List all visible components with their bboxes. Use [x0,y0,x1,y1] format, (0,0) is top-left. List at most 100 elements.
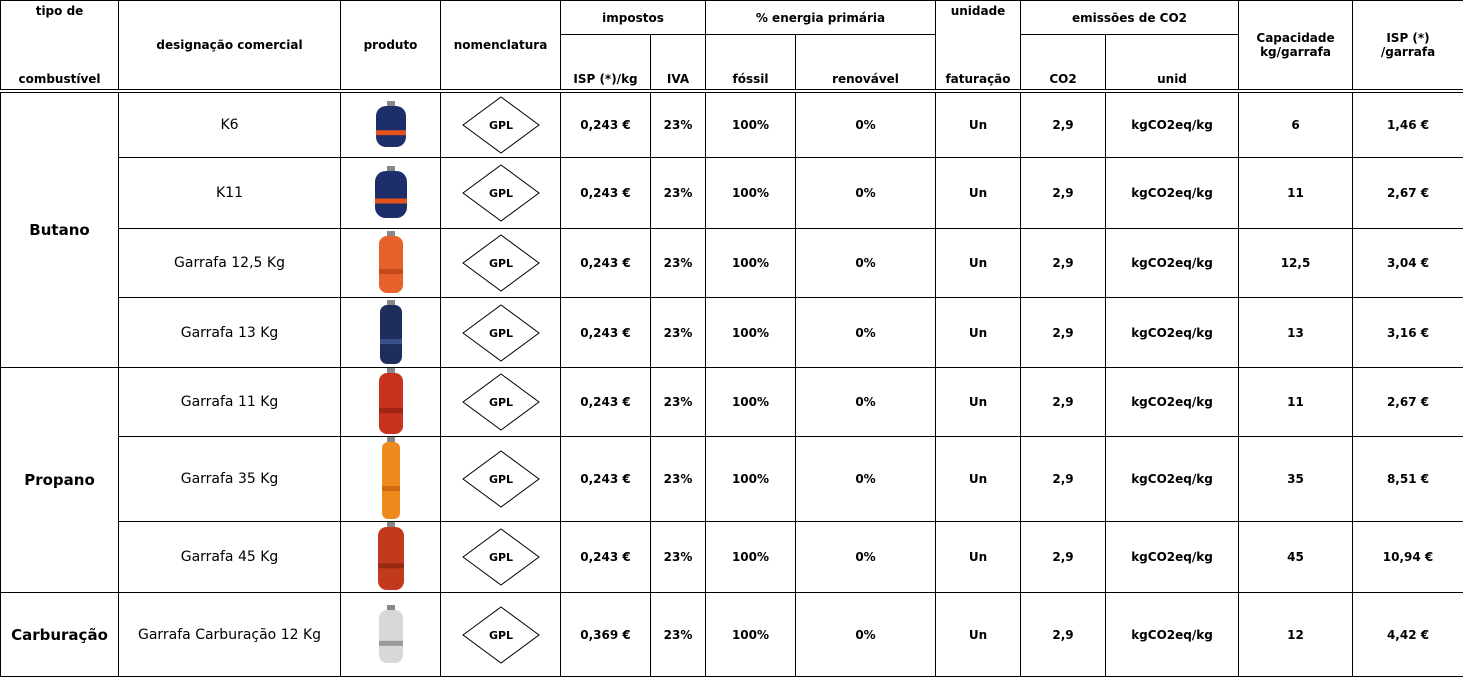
header-cell: designação comercial [119,1,341,91]
value-cell: 2,9 [1021,522,1106,593]
value-cell: 35 [1239,437,1353,522]
value-cell: kgCO2eq/kg [1106,437,1239,522]
value-cell: 4,42 € [1353,593,1463,677]
value-cell: 23% [651,158,706,229]
designation-cell: Garrafa 35 Kg [119,437,341,522]
header-cell: IVA [651,35,706,91]
group-cell: Propano [1,368,119,593]
product-cell [341,593,441,677]
designation-cell: K6 [119,91,341,158]
gpl-diamond: GPL [461,163,541,223]
value-cell: 2,9 [1021,91,1106,158]
value-cell: 23% [651,229,706,298]
header-cell: unidadefaturação [936,1,1021,91]
value-cell: 100% [706,91,796,158]
value-cell: 0% [796,522,936,593]
header-text: Capacidade kg/garrafa [1256,31,1336,59]
designation-cell: Garrafa 45 Kg [119,522,341,593]
value-cell: kgCO2eq/kg [1106,298,1239,368]
bottle-band [378,563,404,568]
value-cell: 3,16 € [1353,298,1463,368]
nomenclature-cell: GPL [441,158,561,229]
value-cell: kgCO2eq/kg [1106,229,1239,298]
product-image [361,522,421,592]
gpl-diamond: GPL [461,527,541,587]
gpl-label: GPL [488,629,512,642]
value-cell: 23% [651,593,706,677]
product-image [361,166,421,220]
bottle-body [379,236,403,293]
nomenclature-cell: GPL [441,593,561,677]
value-cell: 0,243 € [561,91,651,158]
value-cell: 0% [796,298,936,368]
value-cell: Un [936,229,1021,298]
value-cell: 100% [706,298,796,368]
value-cell: 0% [796,91,936,158]
value-cell: 2,9 [1021,229,1106,298]
gpl-diamond: GPL [461,303,541,363]
value-cell: 100% [706,437,796,522]
value-cell: 2,67 € [1353,368,1463,437]
table-row: Garrafa 45 KgGPL0,243 €23%100%0%Un2,9kgC… [1,522,1463,593]
value-cell: Un [936,298,1021,368]
product-cell [341,368,441,437]
value-cell: 0,243 € [561,229,651,298]
value-cell: 11 [1239,368,1353,437]
bottle-body [379,373,403,434]
value-cell: 0,243 € [561,437,651,522]
gpl-label: GPL [488,257,512,270]
table-row: ButanoK6GPL0,243 €23%100%0%Un2,9kgCO2eq/… [1,91,1463,158]
product-image [361,300,421,366]
value-cell: 0,369 € [561,593,651,677]
value-cell: 8,51 € [1353,437,1463,522]
product-image [361,101,421,149]
table-row: CarburaçãoGarrafa Carburação 12 Kg GPL 0,3… [1,593,1463,677]
header-cell: Capacidade kg/garrafa [1239,1,1353,91]
bottle-body [378,527,404,590]
designation-cell: K11 [119,158,341,229]
gpl-label: GPL [488,187,512,200]
nomenclature-cell: GPL [441,91,561,158]
value-cell: kgCO2eq/kg [1106,368,1239,437]
header-cell: nomenclatura [441,1,561,91]
designation-cell: Garrafa 12,5 Kg [119,229,341,298]
product-cell [341,437,441,522]
product-cell [341,522,441,593]
header-text: faturação [939,72,1017,86]
value-cell: 6 [1239,91,1353,158]
product-image [361,437,421,521]
value-cell: 12,5 [1239,229,1353,298]
value-cell: kgCO2eq/kg [1106,91,1239,158]
gpl-label: GPL [488,551,512,564]
value-cell: 11 [1239,158,1353,229]
gpl-label: GPL [488,119,512,132]
bottle-body [379,610,403,663]
product-image [361,368,421,436]
value-cell: 0% [796,229,936,298]
nomenclature-cell: GPL [441,298,561,368]
bottle-band [375,199,407,204]
gpl-label: GPL [488,473,512,486]
header-cell: renovável [796,35,936,91]
value-cell: 45 [1239,522,1353,593]
group-cell: Carburação [1,593,119,677]
designation-cell: Garrafa Carburação 12 Kg [119,593,341,677]
value-cell: 0% [796,368,936,437]
product-image [361,231,421,295]
gpl-label: GPL [488,327,512,340]
bottle-body [376,106,406,147]
value-cell: 0,243 € [561,158,651,229]
product-cell [341,298,441,368]
value-cell: 100% [706,522,796,593]
header-text: tipo de [4,4,115,18]
value-cell: 0,243 € [561,368,651,437]
bottle-band [379,640,403,645]
value-cell: 12 [1239,593,1353,677]
value-cell: Un [936,158,1021,229]
